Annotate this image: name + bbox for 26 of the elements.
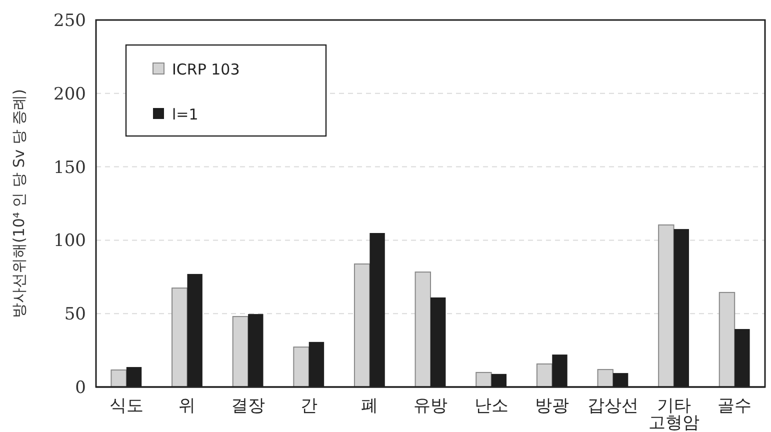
x-tick-label: 위	[178, 396, 196, 416]
x-tick-label: 유방	[414, 396, 448, 416]
legend-label: l=1	[172, 105, 198, 124]
bar	[536, 363, 553, 388]
x-tick-label: 기타 고형암	[648, 396, 700, 432]
x-tick-label: 간	[300, 396, 318, 416]
y-tick-label: 200	[54, 84, 86, 104]
y-tick-label: 50	[64, 304, 86, 325]
x-tick-label: 난소	[474, 396, 508, 416]
x-tick-label: 방광	[535, 396, 570, 416]
bar	[293, 346, 310, 388]
y-tick-label: 0	[75, 378, 86, 398]
y-axis-title: 방사선위해(10⁴ 인 당 Sv 당 증례)	[10, 88, 28, 318]
y-tick-label: 250	[54, 10, 86, 31]
bar	[476, 372, 492, 388]
x-tick-label: 폐	[361, 396, 378, 416]
x-tick-label: 결장	[231, 396, 266, 416]
bar	[110, 369, 127, 388]
x-tick-label: 식도	[109, 396, 144, 416]
legend-label: ICRP 103	[172, 60, 240, 78]
x-tick-label: 골수	[718, 396, 752, 416]
y-tick-label: 150	[54, 158, 86, 178]
bar	[232, 316, 249, 388]
bar	[597, 369, 614, 388]
x-tick-label: 갑상선	[587, 396, 638, 416]
y-tick-label: 100	[54, 231, 86, 252]
